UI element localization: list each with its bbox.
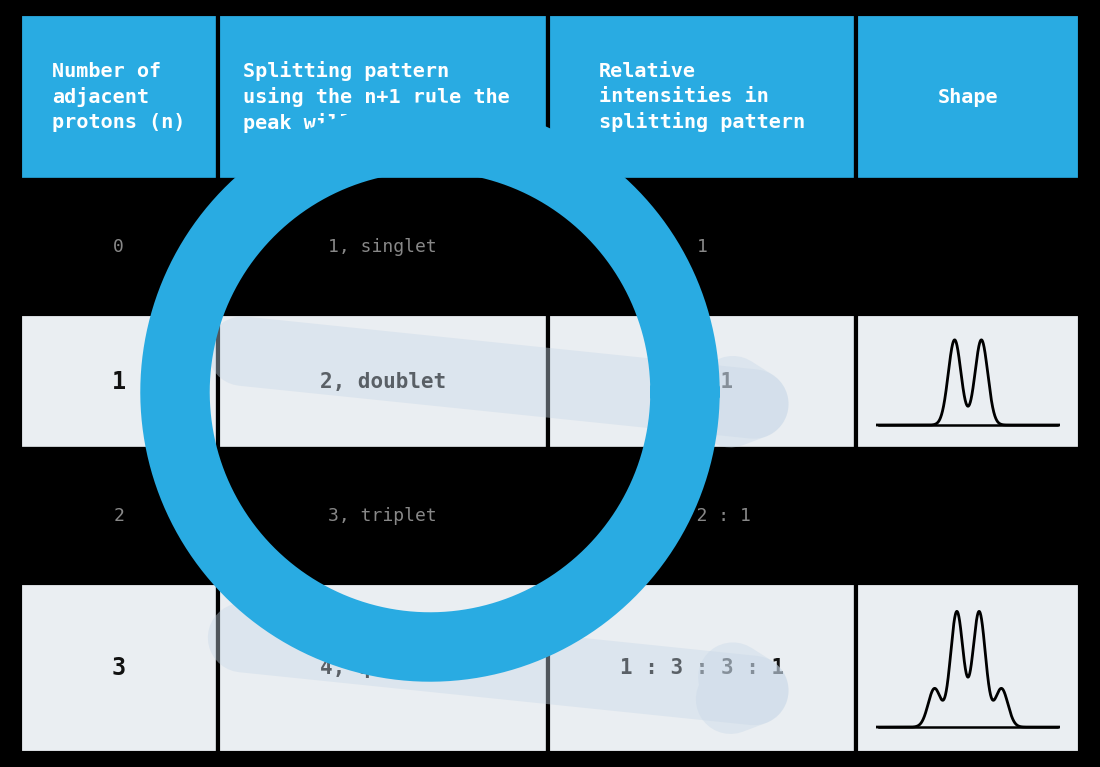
Polygon shape: [422, 124, 480, 157]
Text: Relative
intensities in
splitting pattern: Relative intensities in splitting patter…: [598, 62, 805, 132]
Text: 1: 1: [112, 370, 125, 393]
Text: 1 : 3 : 3 : 1: 1 : 3 : 3 : 1: [619, 658, 784, 678]
Text: 1, singlet: 1, singlet: [329, 239, 437, 256]
Text: 2, doublet: 2, doublet: [320, 371, 446, 392]
Bar: [218, 14, 548, 180]
Bar: [20, 14, 218, 180]
Bar: [548, 314, 856, 449]
Bar: [856, 449, 1080, 583]
Text: 1: 1: [696, 239, 707, 256]
Bar: [20, 449, 218, 583]
Bar: [218, 314, 548, 449]
Text: 3, triplet: 3, triplet: [329, 507, 437, 525]
Bar: [548, 180, 856, 314]
Bar: [218, 180, 548, 314]
Bar: [548, 583, 856, 753]
Bar: [20, 583, 218, 753]
Text: 1 : 1: 1 : 1: [670, 371, 734, 392]
Polygon shape: [379, 627, 438, 660]
Bar: [856, 180, 1080, 314]
Text: 4, quartet: 4, quartet: [320, 658, 446, 678]
Bar: [218, 449, 548, 583]
Text: 0: 0: [113, 239, 124, 256]
Text: Splitting pattern
using the n+1 rule the
peak will split into...: Splitting pattern using the n+1 rule the…: [243, 61, 522, 133]
Text: 1 : 2 : 1: 1 : 2 : 1: [653, 507, 750, 525]
Bar: [548, 14, 856, 180]
Text: Number of
adjacent
protons (n): Number of adjacent protons (n): [52, 62, 186, 132]
Bar: [856, 314, 1080, 449]
Bar: [20, 180, 218, 314]
Text: 3: 3: [112, 656, 125, 680]
Bar: [548, 449, 856, 583]
Bar: [856, 14, 1080, 180]
Bar: [20, 314, 218, 449]
Text: 2: 2: [113, 507, 124, 525]
Bar: [856, 583, 1080, 753]
Bar: [218, 583, 548, 753]
Text: Shape: Shape: [937, 87, 999, 107]
